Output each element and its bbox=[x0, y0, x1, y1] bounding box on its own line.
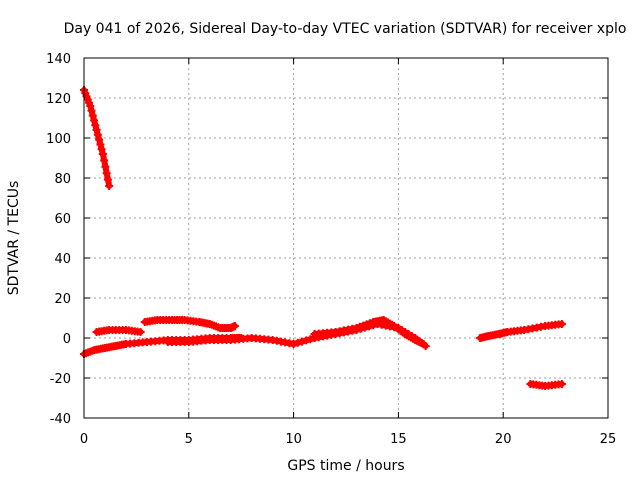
data-point bbox=[86, 102, 95, 110]
data-point bbox=[98, 150, 107, 158]
data-layer bbox=[80, 86, 566, 390]
y-axis-label: SDTVAR / TECUs bbox=[6, 181, 22, 296]
y-tick-label: 80 bbox=[54, 172, 71, 187]
data-point bbox=[102, 169, 111, 178]
data-point bbox=[302, 336, 311, 345]
series-late-arc bbox=[310, 316, 428, 348]
data-point bbox=[96, 140, 105, 149]
data-point bbox=[88, 111, 97, 120]
y-tick-label: 120 bbox=[46, 92, 71, 107]
data-point bbox=[293, 338, 302, 347]
data-point bbox=[100, 156, 109, 165]
series-low-arc bbox=[526, 380, 566, 390]
data-point bbox=[136, 328, 145, 336]
x-tick-label: 10 bbox=[285, 432, 302, 447]
x-tick-label: 25 bbox=[600, 432, 617, 447]
data-point bbox=[105, 182, 114, 190]
data-point bbox=[87, 106, 96, 115]
data-point bbox=[93, 130, 102, 139]
y-tick-label: 20 bbox=[54, 292, 71, 307]
data-point bbox=[306, 335, 315, 344]
data-point bbox=[91, 121, 100, 130]
data-point bbox=[289, 340, 298, 348]
y-tick-label: 100 bbox=[46, 132, 71, 147]
y-tick-label: 0 bbox=[63, 332, 71, 347]
x-tick-label: 15 bbox=[390, 432, 407, 447]
x-tick-label: 0 bbox=[80, 432, 88, 447]
x-tick-label: 5 bbox=[185, 432, 193, 447]
series-evening-arc bbox=[476, 320, 566, 342]
data-point bbox=[557, 380, 566, 388]
data-point bbox=[419, 340, 428, 348]
chart-title: Day 041 of 2026, Sidereal Day-to-day VTE… bbox=[64, 21, 627, 37]
data-point bbox=[101, 162, 110, 171]
data-point bbox=[230, 322, 239, 330]
series-steep-decline bbox=[80, 86, 114, 190]
grid-layer bbox=[84, 58, 608, 418]
tick-layer: 0 5 10 15 20 25 -40 -20 0 20 40 60 80 100 120 140 bbox=[46, 52, 616, 447]
y-tick-label: 140 bbox=[46, 52, 71, 67]
x-tick-label: 20 bbox=[495, 432, 512, 447]
x-axis-label: GPS time / hours bbox=[287, 458, 404, 474]
y-tick-label: -40 bbox=[50, 412, 71, 427]
data-point bbox=[103, 175, 112, 184]
plot-frame bbox=[83, 57, 609, 419]
data-point bbox=[97, 145, 106, 154]
series-short-arc bbox=[92, 326, 145, 336]
data-point bbox=[297, 337, 306, 346]
y-tick-label: -20 bbox=[50, 372, 71, 387]
data-point bbox=[557, 320, 566, 328]
series-mid-arc bbox=[140, 316, 239, 332]
y-tick-label: 40 bbox=[54, 252, 71, 267]
y-tick-label: 60 bbox=[54, 212, 71, 227]
data-point bbox=[95, 135, 104, 144]
data-point bbox=[90, 116, 99, 125]
data-point bbox=[92, 126, 101, 134]
